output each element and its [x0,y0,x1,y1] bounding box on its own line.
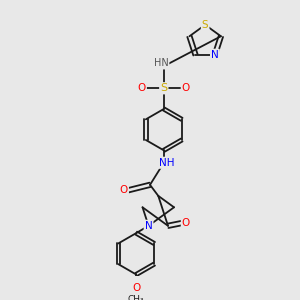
Text: O: O [132,283,140,293]
Text: S: S [160,83,167,93]
Text: N: N [145,221,152,231]
Text: O: O [120,185,128,195]
Text: N: N [211,50,219,60]
Text: S: S [202,20,208,30]
Text: NH: NH [159,158,174,168]
Text: O: O [182,83,190,93]
Text: O: O [138,83,146,93]
Text: HN: HN [154,58,168,68]
Text: CH₃: CH₃ [128,295,145,300]
Text: O: O [182,218,190,228]
